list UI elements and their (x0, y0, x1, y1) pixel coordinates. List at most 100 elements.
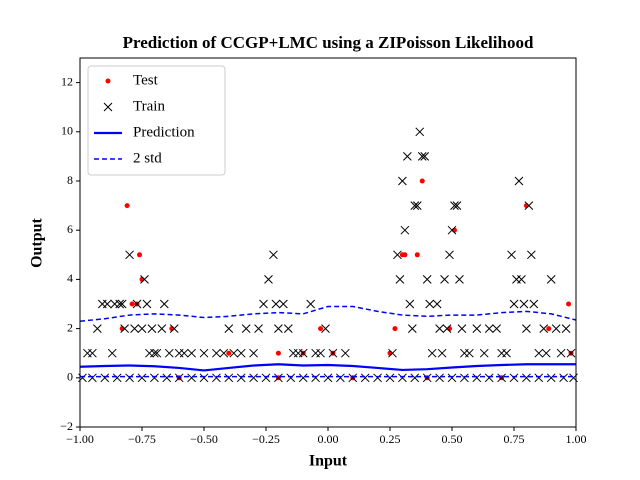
train-point (140, 275, 149, 284)
train-point (274, 324, 283, 333)
train-point (403, 152, 412, 161)
y-tick-label: −2 (60, 419, 73, 433)
train-point (427, 348, 437, 358)
train-point (137, 324, 147, 333)
train-point (425, 299, 435, 309)
legend-label: Test (133, 72, 159, 88)
train-point (400, 225, 410, 235)
train-point (417, 152, 427, 161)
train-point (120, 324, 129, 333)
x-tick-label: 0.25 (380, 432, 401, 446)
train-point (393, 250, 402, 260)
train-point (509, 299, 519, 309)
test-point (119, 326, 125, 332)
train-point (112, 373, 122, 383)
test-point (387, 350, 393, 356)
train-point (509, 373, 519, 383)
train-point (323, 373, 333, 383)
train-point (147, 324, 157, 333)
train-point (373, 373, 382, 383)
train-point (249, 373, 258, 383)
train-point (142, 299, 152, 309)
test-point (523, 203, 529, 209)
train-point (472, 373, 482, 383)
train-point (502, 348, 511, 358)
train-point (286, 373, 296, 383)
legend-box (87, 65, 226, 176)
x-tick-label: 1.00 (566, 432, 587, 446)
legend-label: 2 std (133, 150, 162, 166)
train-point (517, 275, 526, 284)
train-point (457, 324, 467, 333)
train-point (132, 299, 142, 309)
legend-swatch (105, 78, 111, 84)
train-point (410, 201, 420, 210)
train-point (566, 348, 576, 358)
train-point (224, 373, 234, 383)
train-point (219, 348, 229, 358)
train-point (264, 275, 273, 284)
train-point (236, 373, 246, 383)
train-point (328, 348, 338, 358)
train-point (298, 348, 308, 358)
train-point (522, 373, 531, 383)
train-point (551, 324, 561, 333)
train-point (432, 299, 442, 309)
train-point (179, 348, 189, 358)
test-point (402, 252, 408, 258)
train-point (398, 176, 407, 186)
test-point (318, 326, 324, 332)
train-point (164, 348, 174, 358)
test-point (139, 276, 145, 282)
x-tick-label: 0.00 (318, 432, 339, 446)
train-point (447, 225, 457, 235)
train-point (497, 373, 506, 383)
train-point (157, 324, 167, 333)
train-point (137, 373, 147, 383)
train-point (169, 324, 179, 333)
train-point (420, 152, 430, 161)
train-point (212, 373, 221, 383)
train-point (152, 348, 162, 358)
train-point (174, 373, 184, 383)
legend-swatch (103, 102, 113, 112)
plot-area (78, 127, 578, 383)
train-point (261, 373, 271, 383)
train-point (102, 299, 112, 309)
x-tick-label: 0.50 (442, 432, 463, 446)
train-point (435, 373, 444, 383)
test-point (419, 178, 425, 184)
train-point (199, 348, 209, 358)
train-point (117, 299, 127, 309)
train-point (524, 201, 534, 210)
train-point (442, 324, 452, 333)
train-point (279, 299, 288, 309)
train-point (199, 373, 209, 383)
train-point (306, 299, 315, 309)
train-point (452, 201, 462, 210)
test-point (392, 326, 398, 332)
train-point (321, 324, 330, 333)
x-tick-label: −0.75 (128, 432, 156, 446)
train-point (410, 373, 420, 383)
line (79, 305, 577, 322)
train-point (187, 373, 196, 383)
train-point (93, 324, 102, 333)
legend-label: Prediction (133, 124, 195, 140)
train-point (341, 348, 350, 358)
train-point (360, 373, 370, 383)
train-point (559, 373, 568, 383)
train-point (484, 373, 494, 383)
test-point (451, 227, 457, 233)
train-point (348, 373, 358, 383)
train-point (159, 299, 169, 309)
train-point (422, 373, 432, 383)
train-point (455, 275, 464, 284)
train-point (212, 348, 221, 358)
train-point (388, 348, 397, 358)
test-point (566, 301, 572, 307)
test-point (124, 203, 130, 209)
train-point (514, 176, 524, 186)
train-point (534, 348, 544, 358)
